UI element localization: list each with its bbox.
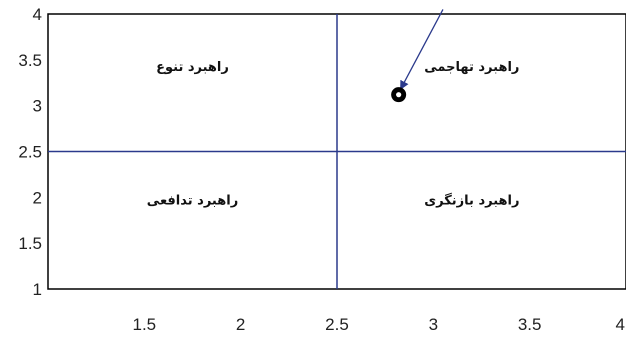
data-points: [391, 87, 407, 103]
annotation-arrow-layer: [400, 9, 444, 90]
y-axis-tick-labels: 4 3.5 3 2.5 2 1.5 1: [18, 5, 42, 299]
data-point-center: [396, 92, 402, 98]
quadrant-label: راهبرد تدافعی: [147, 194, 238, 209]
x-tick-label: 4: [616, 315, 625, 333]
divider-lines: [48, 14, 626, 289]
y-tick-label: 2.5: [18, 143, 42, 162]
y-tick-label: 1: [33, 280, 42, 299]
quadrant-label: راهبرد تهاجمی: [424, 60, 519, 75]
quadrant-label: راهبرد تنوع: [156, 60, 229, 75]
x-tick-label: 3.5: [518, 315, 542, 333]
y-tick-label: 2: [33, 188, 42, 207]
x-tick-label: 1.5: [133, 315, 157, 333]
annotation-arrow: [400, 9, 444, 90]
quadrant-labels: راهبرد تنوع راهبرد تهاجمی راهبرد تدافعی راه…: [147, 60, 520, 209]
x-tick-label: 2: [236, 315, 245, 333]
quadrant-label: راهبرد بازنگری: [424, 193, 519, 209]
y-tick-label: 3: [33, 97, 42, 116]
x-tick-label: 2.5: [325, 315, 349, 333]
x-axis-tick-labels: 1.5 2 2.5 3 3.5 4: [133, 315, 625, 334]
y-tick-label: 1.5: [18, 234, 42, 253]
y-tick-label: 4: [33, 5, 42, 24]
y-tick-label: 3.5: [18, 51, 42, 70]
x-tick-label: 3: [429, 315, 438, 333]
